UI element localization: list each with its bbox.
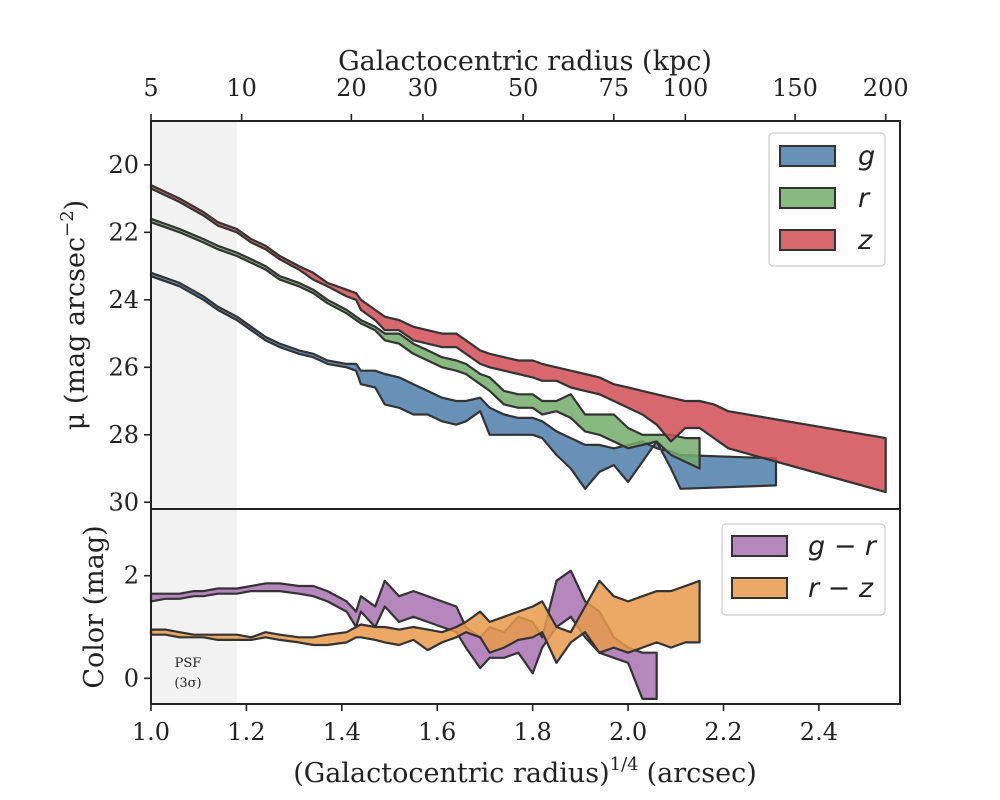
band-g-r bbox=[149, 569, 658, 700]
legend-label-z: z bbox=[857, 225, 873, 256]
x-tick-label: 1.4 bbox=[323, 718, 361, 746]
y-axis-title-close: ) bbox=[60, 200, 91, 211]
x-tick-label: 1.0 bbox=[132, 718, 170, 746]
y-tick-label: 30 bbox=[108, 488, 139, 516]
top-tick-label: 150 bbox=[772, 74, 818, 102]
bottom-panel-frame bbox=[150, 508, 901, 705]
legend-swatch-g bbox=[779, 145, 836, 167]
legend-label-r-z: r − z bbox=[808, 573, 874, 604]
top-tick-label: 20 bbox=[336, 74, 367, 102]
color-panel: PSF (3σ) 0 2 1.0 1.2 1.4 1.6 1.8 2.0 2.2 2.4 g − r r … bbox=[124, 508, 901, 746]
top-tick-label: 100 bbox=[662, 74, 708, 102]
band-r-z bbox=[149, 579, 701, 664]
legend-label-r: r bbox=[858, 183, 871, 214]
band-r bbox=[149, 217, 701, 470]
x-tick-label: 1.8 bbox=[514, 718, 552, 746]
y-axis-title-top: μ (mag arcsec−2) bbox=[57, 200, 91, 430]
y-tick-label: 0 bbox=[124, 664, 139, 692]
legend-label-g: g bbox=[858, 141, 875, 172]
legend-bottom: g − r r − z bbox=[721, 523, 886, 616]
legend-swatch-z bbox=[779, 229, 836, 251]
bottom-axis-title-main: (Galactocentric radius) bbox=[293, 758, 609, 789]
axis-labels: Galactocentric radius (kpc) (Galactocentr… bbox=[57, 46, 757, 789]
x-tick-label: 1.6 bbox=[418, 718, 456, 746]
psf-sublabel: (3σ) bbox=[174, 676, 201, 691]
top-axis-title: Galactocentric radius (kpc) bbox=[338, 46, 712, 77]
top-tick-label: 50 bbox=[508, 74, 539, 102]
bottom-axis-title: (Galactocentric radius)1/4 (arcsec) bbox=[293, 754, 757, 789]
top-tick-label: 75 bbox=[598, 74, 629, 102]
top-tick-label: 200 bbox=[863, 74, 909, 102]
surface-brightness-bands bbox=[149, 184, 887, 494]
top-tick-label: 30 bbox=[408, 74, 439, 102]
legend-top: grz bbox=[768, 132, 886, 267]
y-tick-label: 2 bbox=[124, 562, 139, 590]
legend-label-g-r: g − r bbox=[808, 531, 878, 562]
top-tick-label: 10 bbox=[226, 74, 257, 102]
y-axis-title-exponent: −2 bbox=[57, 210, 78, 237]
band-z bbox=[149, 184, 887, 494]
psf-shade-bottom bbox=[151, 509, 237, 704]
legend-swatch-r bbox=[779, 187, 836, 209]
psf-shade-top bbox=[151, 121, 237, 509]
y-tick-label: 20 bbox=[108, 151, 139, 179]
y-tick-label: 28 bbox=[108, 421, 139, 449]
y-axis-title-bottom: Color (mag) bbox=[79, 525, 110, 688]
y-tick-label: 22 bbox=[108, 218, 139, 246]
surface-brightness-panel: 20 22 24 26 28 30 5 10 20 30 50 75 100 150 200 grz bbox=[108, 74, 908, 516]
legend-swatch-r-z bbox=[731, 577, 788, 599]
bottom-axis-title-exponent: 1/4 bbox=[610, 754, 639, 775]
x-tick-label: 2.0 bbox=[609, 718, 647, 746]
legend-swatch-g-r bbox=[731, 535, 788, 557]
y-tick-label: 24 bbox=[108, 286, 139, 314]
color-bands bbox=[149, 569, 701, 700]
y-axis-title-main: μ (mag arcsec bbox=[60, 237, 91, 430]
band-g bbox=[149, 271, 778, 490]
x-tick-label: 1.2 bbox=[227, 718, 265, 746]
x-tick-label: 2.4 bbox=[800, 718, 838, 746]
x-tick-label: 2.2 bbox=[704, 718, 742, 746]
bottom-axis-title-unit: (arcsec) bbox=[647, 758, 757, 789]
top-tick-label: 5 bbox=[143, 74, 158, 102]
psf-label: PSF bbox=[175, 656, 202, 671]
y-tick-label: 26 bbox=[108, 353, 139, 381]
